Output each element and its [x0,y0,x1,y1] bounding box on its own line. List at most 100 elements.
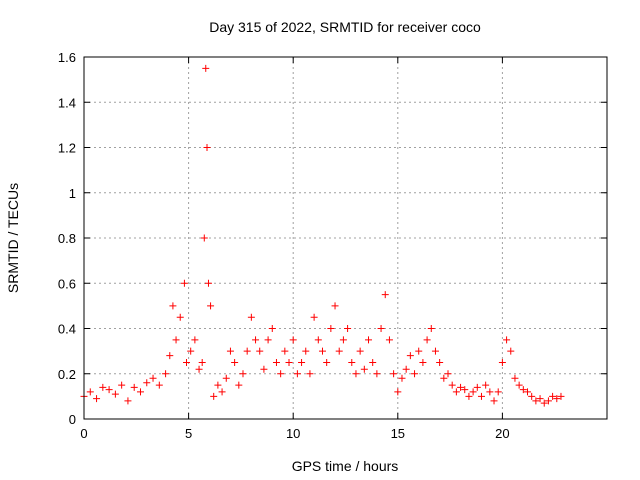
data-point [231,358,239,366]
data-point [323,358,331,366]
data-point [200,234,208,242]
chart-title: Day 315 of 2022, SRMTID for receiver coc… [209,19,481,35]
data-point [247,313,255,321]
y-tick-label: 1.4 [58,95,76,110]
data-point [544,397,552,405]
data-point [176,313,184,321]
data-point [494,388,502,396]
data-point [352,370,360,378]
data-point [431,347,439,355]
data-point [469,388,477,396]
data-point [302,347,310,355]
data-point [318,347,326,355]
data-point [183,358,191,366]
data-point [444,370,452,378]
x-tick-label: 0 [80,426,87,441]
data-point [532,397,540,405]
x-tick-label: 20 [495,426,509,441]
data-point [331,302,339,310]
data-point [285,358,293,366]
data-point [203,144,211,151]
data-point [394,388,402,396]
y-tick-label: 0.6 [58,276,76,291]
data-point [162,370,170,378]
data-point [191,336,199,344]
data-point [436,358,444,366]
data-point [457,383,465,391]
data-point [222,374,230,382]
data-point [477,392,485,400]
data-point [198,358,206,366]
x-tick-labels: 0 5 10 15 20 [80,426,509,441]
y-tick-label: 0.2 [58,367,76,382]
data-point [180,279,188,287]
data-point [557,392,565,400]
data-point [348,358,356,366]
data-point [498,358,506,366]
data-point [169,302,177,310]
data-point [461,386,469,394]
data-point [111,390,119,398]
data-point [440,374,448,382]
data-point [515,381,523,389]
data-point [465,392,473,400]
data-point [381,291,389,299]
y-tick-label: 0 [69,412,76,427]
data-point [289,336,297,344]
data-point [264,336,272,344]
y-tick-label: 0.8 [58,231,76,246]
data-point [310,313,318,321]
axis-ticks [83,56,607,420]
data-point [406,352,414,360]
y-tick-label: 1 [69,186,76,201]
data-point [293,370,301,378]
data-point [490,397,498,405]
data-point [448,381,456,389]
data-point [398,374,406,382]
y-tick-label: 1.2 [58,141,76,156]
data-point [402,365,410,373]
data-point [415,347,423,355]
x-axis-label: GPS time / hours [292,458,399,474]
data-point [136,388,144,396]
data-point [327,325,335,332]
data-point [130,383,138,391]
data-point [187,347,195,355]
data-point [339,336,347,344]
data-point [166,352,174,360]
data-point [411,370,419,378]
y-tick-label: 0.4 [58,322,76,337]
data-point [519,386,527,394]
data-point [260,365,268,373]
data-point [482,381,490,389]
data-point [427,325,435,332]
data-point [281,347,289,355]
data-point [536,395,544,403]
y-tick-labels: 0 0.2 0.4 0.6 0.8 1 1.2 1.4 1.6 [58,50,76,427]
data-point [553,395,561,403]
data-point [528,392,536,400]
x-tick-label: 5 [185,426,192,441]
data-point [423,336,431,344]
data-point [360,365,368,373]
data-point [390,370,398,378]
data-point [365,336,373,344]
data-point [369,358,377,366]
data-point [143,379,151,387]
data-point [268,325,276,332]
data-point [452,388,460,396]
data-point [99,383,107,391]
data-point [373,370,381,378]
data-point [524,388,532,396]
data-point [507,347,515,355]
data-point [385,336,393,344]
data-point [306,370,314,378]
data-point [419,358,427,366]
data-point [155,381,163,389]
data-point [256,347,264,355]
y-tick-label: 1.6 [58,50,76,65]
data-point [473,383,481,391]
data-point [314,336,322,344]
data-points [80,64,565,407]
